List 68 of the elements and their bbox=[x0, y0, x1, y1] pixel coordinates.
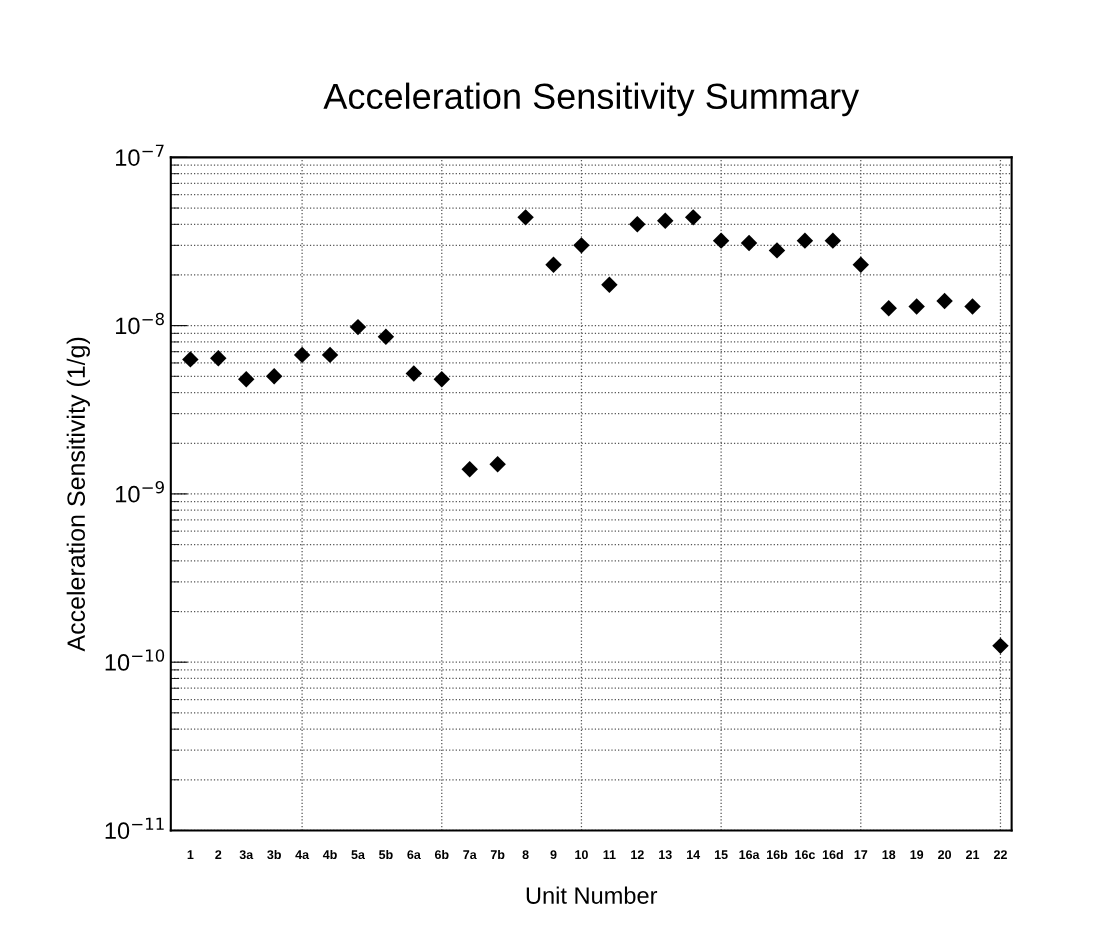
x-tick-label: 5b bbox=[379, 849, 393, 860]
x-tick-label: 22 bbox=[993, 850, 1007, 859]
x-tick-label: 6a bbox=[407, 850, 421, 860]
point bbox=[238, 371, 255, 388]
y-tick-label: 10$^{−10}$ bbox=[105, 649, 165, 671]
point bbox=[657, 212, 674, 229]
x-tick-label: 13 bbox=[659, 850, 672, 860]
point bbox=[433, 371, 450, 388]
x-tick-label: 19 bbox=[910, 850, 924, 860]
point bbox=[852, 256, 870, 273]
point bbox=[601, 276, 618, 293]
x-tick-label: 16a bbox=[739, 850, 760, 860]
point bbox=[461, 461, 478, 478]
point bbox=[573, 237, 590, 254]
point bbox=[936, 292, 953, 310]
x-tick-label: 15 bbox=[714, 850, 728, 860]
x-tick-label: 5a bbox=[351, 850, 365, 860]
point bbox=[768, 242, 786, 259]
x-tick-label: 20 bbox=[938, 850, 952, 860]
x-tick-label: 16d bbox=[822, 849, 843, 860]
point bbox=[293, 346, 311, 364]
point bbox=[405, 365, 423, 382]
x-tick-label: 10 bbox=[575, 850, 588, 860]
point bbox=[964, 298, 981, 315]
x-tick-label: 6b bbox=[434, 849, 449, 860]
point bbox=[684, 209, 702, 226]
x-tick-label: 16b bbox=[767, 849, 788, 860]
y-tick-label: 10$^{−9}$ bbox=[116, 480, 164, 503]
point bbox=[349, 318, 367, 336]
point bbox=[210, 350, 227, 367]
x-tick-label: 7a bbox=[463, 850, 477, 860]
x-tick-label: 3a bbox=[239, 850, 254, 860]
x-tick-label: 4b bbox=[322, 849, 337, 860]
x-tick-label: 4a bbox=[295, 850, 310, 860]
y-axis-title: Acceleration Sensitivity (1/g) bbox=[66, 337, 90, 652]
x-tick-label: 1 bbox=[187, 850, 194, 859]
point bbox=[712, 232, 730, 249]
x-tick-label: 3b bbox=[267, 849, 281, 860]
point bbox=[740, 234, 758, 252]
point bbox=[489, 456, 506, 473]
y-tick-label: 10$^{−7}$ bbox=[116, 144, 164, 166]
x-tick-label: 11 bbox=[603, 850, 616, 859]
x-tick-label: 12 bbox=[631, 850, 644, 859]
point bbox=[796, 232, 814, 249]
x-tick-label: 14 bbox=[687, 850, 701, 859]
x-axis-title: Unit Number bbox=[526, 886, 658, 904]
point bbox=[377, 328, 395, 345]
x-tick-label: 7b bbox=[490, 849, 505, 860]
point bbox=[824, 232, 842, 249]
x-tick-label: 2 bbox=[215, 850, 222, 859]
x-tick-label: 8 bbox=[522, 850, 529, 860]
point bbox=[265, 368, 283, 385]
point bbox=[880, 299, 897, 317]
x-tick-label: 21 bbox=[966, 850, 980, 859]
point bbox=[629, 216, 646, 233]
y-tick-label: 10$^{−11}$ bbox=[105, 817, 164, 840]
x-tick-label: 18 bbox=[882, 850, 896, 860]
y-tick-label: 10$^{−8}$ bbox=[116, 312, 164, 335]
point bbox=[545, 256, 562, 273]
x-tick-label: 17 bbox=[854, 850, 868, 859]
point bbox=[182, 351, 199, 368]
point bbox=[908, 298, 925, 315]
x-tick-label: 9 bbox=[550, 850, 557, 860]
point bbox=[321, 346, 339, 364]
x-tick-label: 16c bbox=[795, 850, 815, 860]
chart-title: Acceleration Sensitivity Summary bbox=[323, 82, 860, 117]
point bbox=[517, 209, 534, 226]
point bbox=[992, 637, 1009, 655]
